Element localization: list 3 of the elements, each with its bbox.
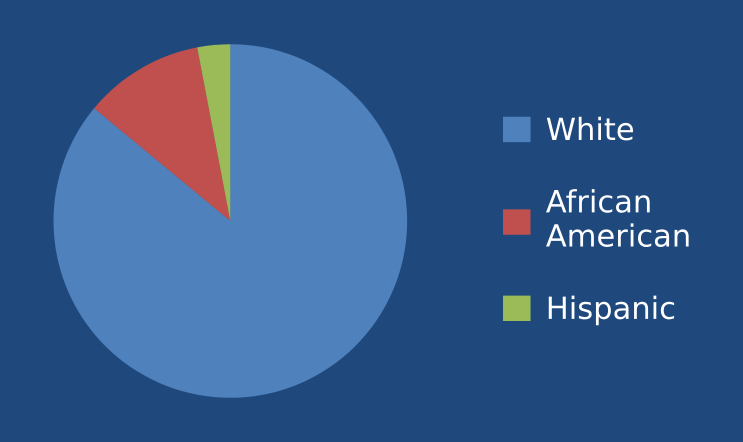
legend-label: African American: [546, 189, 689, 247]
legend-label: White: [546, 116, 634, 140]
legend-label: Hispanic: [548, 296, 674, 326]
